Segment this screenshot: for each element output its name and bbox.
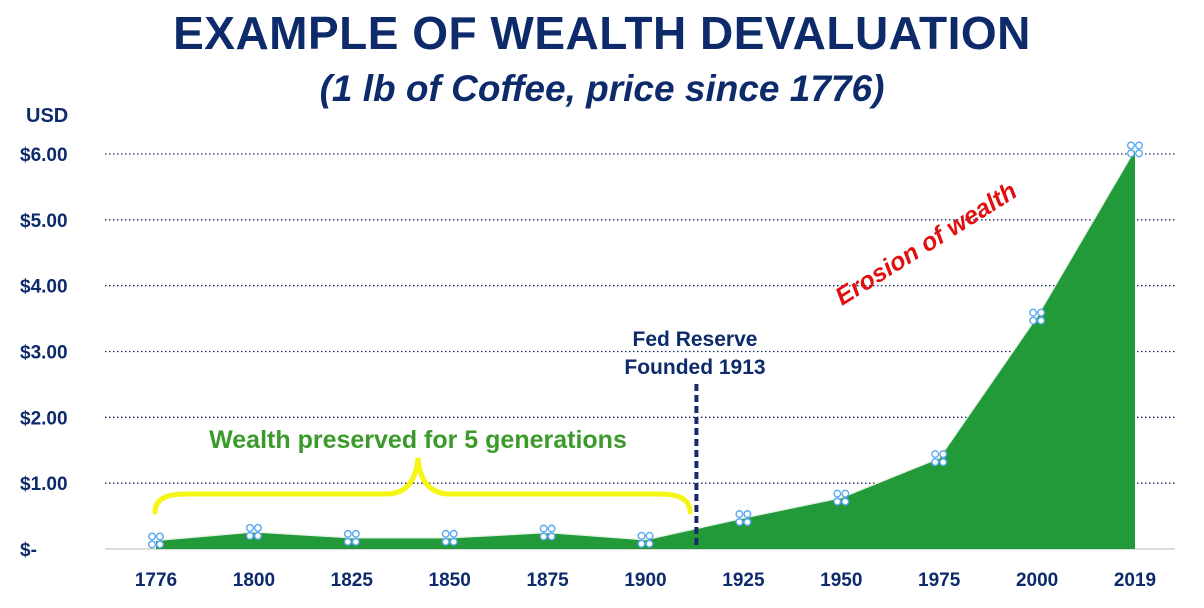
data-point — [637, 531, 654, 548]
chart-subtitle: (1 lb of Coffee, price since 1776) — [319, 68, 885, 109]
x-tick-label: 1950 — [820, 570, 862, 591]
y-tick-label: $5.00 — [20, 211, 68, 232]
y-tick-label: $- — [20, 540, 37, 561]
preserved-annotation: Wealth preserved for 5 generations — [209, 426, 627, 454]
data-point — [1029, 308, 1046, 325]
data-point — [931, 450, 948, 467]
x-tick-label: 1925 — [722, 570, 765, 591]
area-fill — [156, 149, 1135, 549]
y-tick-label: $6.00 — [20, 145, 68, 166]
y-tick-label: $3.00 — [20, 343, 68, 364]
area-series — [155, 149, 1136, 549]
x-tick-label: 1800 — [233, 570, 275, 591]
data-point — [1126, 141, 1143, 158]
x-tick-label: 2019 — [1114, 570, 1156, 591]
data-point — [343, 529, 360, 546]
series-line — [155, 149, 1136, 542]
x-tick-label: 1850 — [429, 570, 471, 591]
y-axis: USD $- $1.00 $2.00 $3.00 $4.00 $5.00 $6.00 — [20, 105, 68, 561]
x-axis: 1776 1800 1825 1850 1875 1900 1925 1950 1975 2000… — [135, 570, 1156, 591]
data-markers — [147, 141, 1143, 549]
y-axis-label: USD — [26, 105, 68, 127]
chart-title: EXAMPLE OF WEALTH DEVALUATION — [173, 7, 1031, 59]
data-point — [245, 523, 262, 540]
y-tick-label: $4.00 — [20, 277, 68, 298]
data-point — [147, 532, 164, 549]
x-tick-label: 1776 — [135, 570, 177, 591]
x-tick-label: 1975 — [918, 570, 961, 591]
data-point — [539, 524, 556, 541]
x-tick-label: 1875 — [526, 570, 569, 591]
fed-annotation-line1: Fed Reserve — [633, 328, 758, 351]
annotations: Fed Reserve Founded 1913 Wealth preserve… — [152, 177, 1022, 515]
preserved-brace — [152, 457, 693, 515]
erosion-annotation: Erosion of wealth — [830, 177, 1022, 311]
data-point — [441, 529, 458, 546]
y-tick-label: $1.00 — [20, 474, 68, 495]
y-tick-label: $2.00 — [20, 408, 68, 429]
data-point — [735, 510, 752, 527]
x-tick-label: 2000 — [1016, 570, 1058, 591]
data-point — [833, 489, 850, 506]
x-tick-label: 1900 — [624, 570, 666, 591]
x-tick-label: 1825 — [331, 570, 374, 591]
fed-annotation-line2: Founded 1913 — [624, 356, 765, 379]
